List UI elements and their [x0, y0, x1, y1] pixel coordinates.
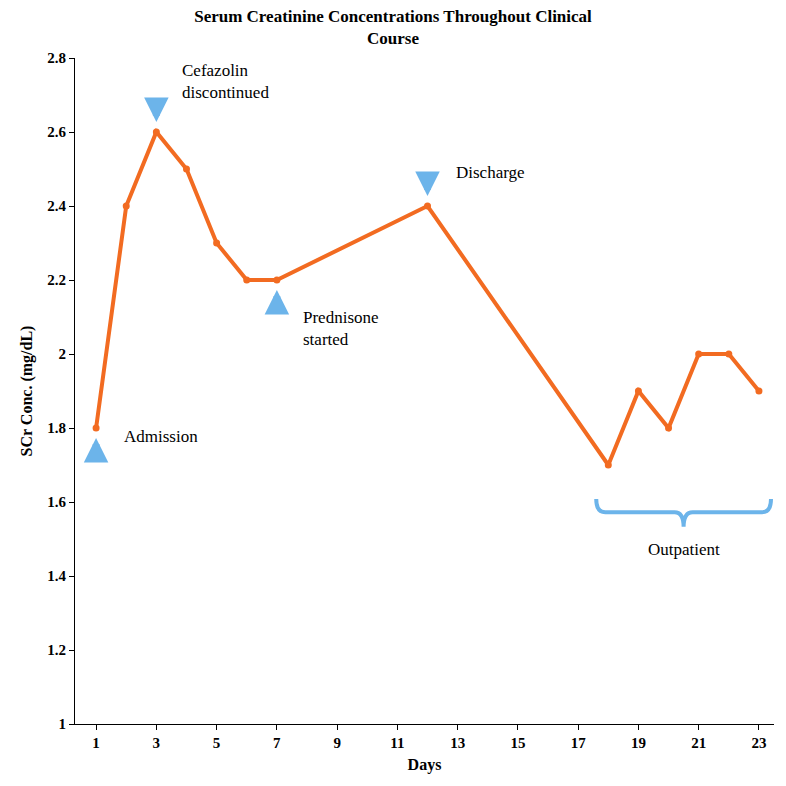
svg-text:23: 23 [751, 735, 766, 751]
svg-text:Discharge: Discharge [456, 163, 525, 182]
svg-text:1: 1 [59, 716, 67, 732]
svg-text:11: 11 [390, 735, 404, 751]
svg-text:2.8: 2.8 [47, 50, 66, 66]
svg-text:Prednisonestarted: Prednisonestarted [303, 308, 379, 349]
svg-text:1.8: 1.8 [47, 420, 66, 436]
svg-text:2.4: 2.4 [47, 198, 66, 214]
svg-text:Cefazolindiscontinued: Cefazolindiscontinued [182, 61, 269, 102]
svg-text:9: 9 [333, 735, 341, 751]
svg-text:2.2: 2.2 [47, 272, 66, 288]
svg-text:17: 17 [571, 735, 587, 751]
svg-text:1.6: 1.6 [47, 494, 66, 510]
svg-text:SCr Conc. (mg/dL): SCr Conc. (mg/dL) [18, 326, 36, 457]
svg-text:15: 15 [510, 735, 525, 751]
svg-text:13: 13 [450, 735, 465, 751]
svg-text:1.4: 1.4 [47, 568, 66, 584]
svg-text:1.2: 1.2 [47, 642, 66, 658]
svg-text:Outpatient: Outpatient [648, 540, 720, 559]
svg-text:Days: Days [408, 756, 442, 774]
svg-text:7: 7 [273, 735, 281, 751]
svg-text:21: 21 [691, 735, 706, 751]
svg-text:3: 3 [153, 735, 161, 751]
svg-text:2.6: 2.6 [47, 124, 66, 140]
svg-text:2: 2 [59, 346, 67, 362]
svg-text:5: 5 [213, 735, 221, 751]
svg-text:Serum Creatinine Concentration: Serum Creatinine Concentrations Througho… [194, 7, 592, 48]
svg-text:19: 19 [631, 735, 646, 751]
svg-text:1: 1 [92, 735, 100, 751]
svg-text:Admission: Admission [124, 427, 198, 446]
